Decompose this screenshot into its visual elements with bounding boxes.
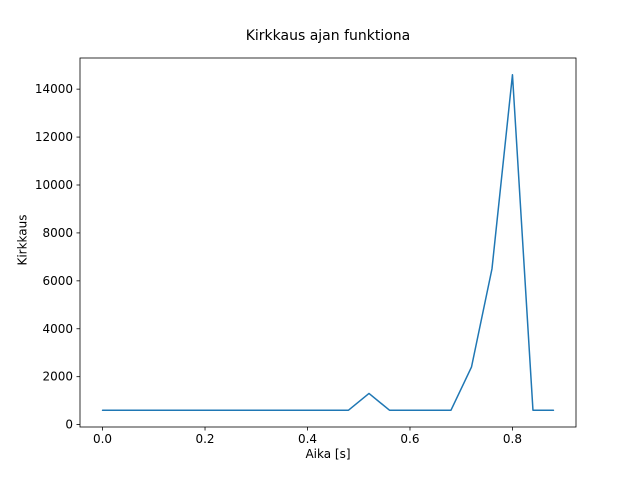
y-axis-label: Kirkkaus [15, 214, 30, 266]
x-tick-label: 0.8 [503, 432, 522, 446]
y-tick-label: 6000 [42, 274, 73, 288]
y-tick-label: 4000 [42, 322, 73, 336]
y-tick-label: 8000 [42, 226, 73, 240]
x-tick-label: 0.6 [400, 432, 419, 446]
chart-title: Kirkkaus ajan funktiona [245, 28, 411, 44]
y-tick-label: 2000 [42, 370, 73, 384]
y-tick-label: 12000 [35, 130, 73, 144]
x-tick-label: 0.2 [195, 432, 214, 446]
y-tick-label: 0 [65, 418, 73, 432]
x-axis-label: Aika [s] [305, 447, 351, 461]
axes-box [79, 57, 577, 428]
y-tick-label: 10000 [35, 178, 73, 192]
x-tick-label: 0.0 [93, 432, 112, 446]
x-tick-label: 0.4 [298, 432, 317, 446]
data-line [101, 74, 555, 411]
y-tick-label: 14000 [35, 82, 73, 96]
